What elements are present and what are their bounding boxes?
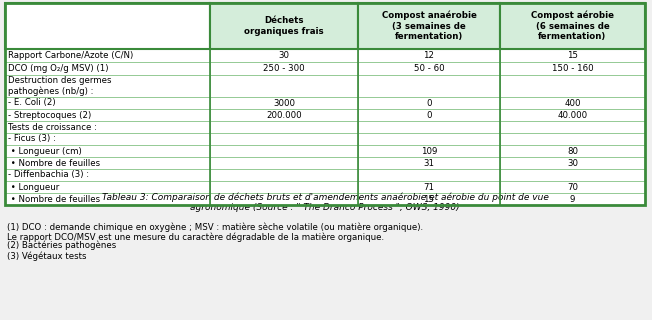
- Bar: [358, 109, 500, 121]
- Bar: [210, 3, 358, 49]
- Text: 9: 9: [570, 195, 575, 204]
- Bar: [500, 62, 645, 75]
- Text: 50 - 60: 50 - 60: [413, 64, 444, 73]
- Text: • Longueur: • Longueur: [8, 182, 59, 191]
- Text: 30: 30: [567, 158, 578, 167]
- Bar: [5, 145, 210, 157]
- Bar: [210, 121, 358, 133]
- Bar: [5, 181, 210, 193]
- Bar: [5, 3, 210, 49]
- Text: 12: 12: [424, 51, 434, 60]
- Bar: [210, 75, 358, 97]
- Bar: [210, 49, 358, 62]
- Text: Tableau 3: Comparaison de déchets bruts et d'amendements anaérobie et aérobie du: Tableau 3: Comparaison de déchets bruts …: [102, 192, 548, 212]
- Bar: [358, 3, 500, 49]
- Bar: [358, 121, 500, 133]
- Text: Rapport Carbone/Azote (C/N): Rapport Carbone/Azote (C/N): [8, 51, 133, 60]
- Bar: [500, 109, 645, 121]
- Bar: [210, 133, 358, 145]
- Text: Tests de croissance :: Tests de croissance :: [8, 123, 97, 132]
- Bar: [358, 75, 500, 97]
- Bar: [358, 193, 500, 205]
- Text: 80: 80: [567, 147, 578, 156]
- Bar: [210, 145, 358, 157]
- Bar: [5, 121, 210, 133]
- Bar: [210, 157, 358, 169]
- Text: 70: 70: [567, 182, 578, 191]
- Bar: [5, 3, 645, 205]
- Text: Compost anaérobie
(3 semaines de
fermentation): Compost anaérobie (3 semaines de ferment…: [381, 11, 477, 41]
- Bar: [5, 193, 210, 205]
- Text: Compost aérobie
(6 semaines de
fermentation): Compost aérobie (6 semaines de fermentat…: [531, 11, 614, 41]
- Text: 0: 0: [426, 110, 432, 119]
- Bar: [500, 169, 645, 181]
- Bar: [210, 109, 358, 121]
- Bar: [210, 193, 358, 205]
- Bar: [5, 62, 210, 75]
- Bar: [358, 157, 500, 169]
- Bar: [500, 97, 645, 109]
- Text: 31: 31: [424, 158, 434, 167]
- Text: - Streptocoques (2): - Streptocoques (2): [8, 110, 91, 119]
- Bar: [500, 133, 645, 145]
- Text: 40.000: 40.000: [557, 110, 587, 119]
- Bar: [5, 157, 210, 169]
- Text: Déchets
organiques frais: Déchets organiques frais: [244, 16, 324, 36]
- Bar: [5, 97, 210, 109]
- Text: 30: 30: [278, 51, 289, 60]
- Bar: [500, 121, 645, 133]
- Text: 3000: 3000: [273, 99, 295, 108]
- Bar: [5, 49, 210, 62]
- Bar: [358, 49, 500, 62]
- Text: 71: 71: [424, 182, 434, 191]
- Bar: [5, 133, 210, 145]
- Bar: [210, 181, 358, 193]
- Text: 15: 15: [424, 195, 434, 204]
- Text: (2) Bactéries pathogènes: (2) Bactéries pathogènes: [7, 241, 116, 251]
- Bar: [5, 109, 210, 121]
- Text: DCO (mg O₂/g MSV) (1): DCO (mg O₂/g MSV) (1): [8, 64, 108, 73]
- Bar: [500, 3, 645, 49]
- Text: 0: 0: [426, 99, 432, 108]
- Bar: [500, 193, 645, 205]
- Bar: [5, 75, 210, 97]
- Text: • Longueur (cm): • Longueur (cm): [8, 147, 82, 156]
- Bar: [358, 62, 500, 75]
- Text: 200.000: 200.000: [266, 110, 302, 119]
- Bar: [358, 97, 500, 109]
- Bar: [5, 169, 210, 181]
- Bar: [210, 97, 358, 109]
- Text: 250 - 300: 250 - 300: [263, 64, 305, 73]
- Text: Destruction des germes
pathogènes (nb/g) :: Destruction des germes pathogènes (nb/g)…: [8, 76, 111, 96]
- Bar: [500, 157, 645, 169]
- Bar: [500, 145, 645, 157]
- Bar: [358, 181, 500, 193]
- Text: 15: 15: [567, 51, 578, 60]
- Bar: [210, 169, 358, 181]
- Bar: [210, 62, 358, 75]
- Bar: [500, 49, 645, 62]
- Text: 150 - 160: 150 - 160: [552, 64, 593, 73]
- Bar: [500, 75, 645, 97]
- Text: • Nombre de feuilles: • Nombre de feuilles: [8, 158, 100, 167]
- Text: 400: 400: [564, 99, 581, 108]
- Bar: [358, 145, 500, 157]
- Text: - E. Coli (2): - E. Coli (2): [8, 99, 55, 108]
- Bar: [358, 133, 500, 145]
- Bar: [358, 169, 500, 181]
- Text: • Nombre de feuilles: • Nombre de feuilles: [8, 195, 100, 204]
- Bar: [500, 181, 645, 193]
- Text: - Ficus (3) :: - Ficus (3) :: [8, 134, 56, 143]
- Text: - Diffenbachia (3) :: - Diffenbachia (3) :: [8, 171, 89, 180]
- Text: 109: 109: [421, 147, 437, 156]
- Text: (3) Végétaux tests: (3) Végétaux tests: [7, 252, 87, 261]
- Text: (1) DCO : demande chimique en oxygène ; MSV : matière sèche volatile (ou matière: (1) DCO : demande chimique en oxygène ; …: [7, 222, 423, 243]
